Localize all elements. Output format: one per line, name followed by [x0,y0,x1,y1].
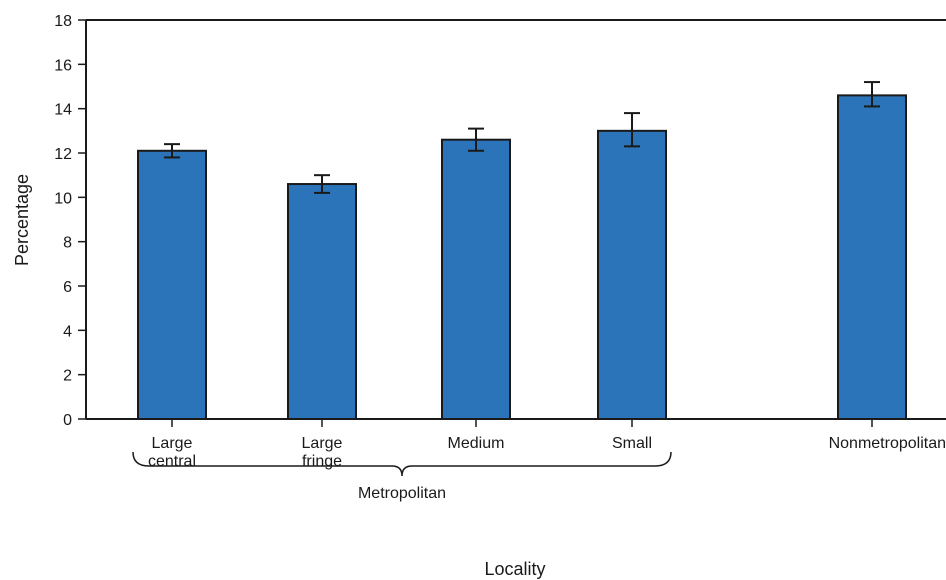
bars [137,94,907,421]
y-tick-label: 14 [54,102,72,119]
x-tick-label: Large fringe [302,435,343,470]
x-axis-ticks: Large central Large fringe Medium Small Nonmet… [148,419,946,470]
x-tick-label: Small [612,435,652,452]
group-label-metropolitan: Metropolitan [358,485,446,502]
bar [837,94,907,420]
x-tick-label: Nonmetropolitan [829,435,946,452]
y-tick-label: 16 [54,57,72,74]
metropolitan-brace [132,451,672,477]
bar [597,129,667,420]
bar [137,149,207,421]
y-tick-label: 10 [54,190,72,207]
y-tick-label: 0 [63,412,72,429]
y-tick-label: 6 [63,279,72,296]
y-tick-label: 8 [63,235,72,252]
y-tick-label: 12 [54,146,72,163]
y-tick-label: 18 [54,13,72,30]
y-tick-label: 4 [63,323,72,340]
y-axis-title: Percentage [12,174,32,266]
x-tick-label: Medium [448,435,505,452]
y-tick-label: 2 [63,368,72,385]
x-axis-title: Locality [484,559,545,579]
error-bars [164,81,880,194]
bar [287,183,357,420]
y-axis-ticks: 0 2 4 6 8 10 12 14 16 18 [54,13,86,429]
x-tick-label: Large central [148,435,196,470]
axes [85,19,946,420]
bar [441,138,511,420]
